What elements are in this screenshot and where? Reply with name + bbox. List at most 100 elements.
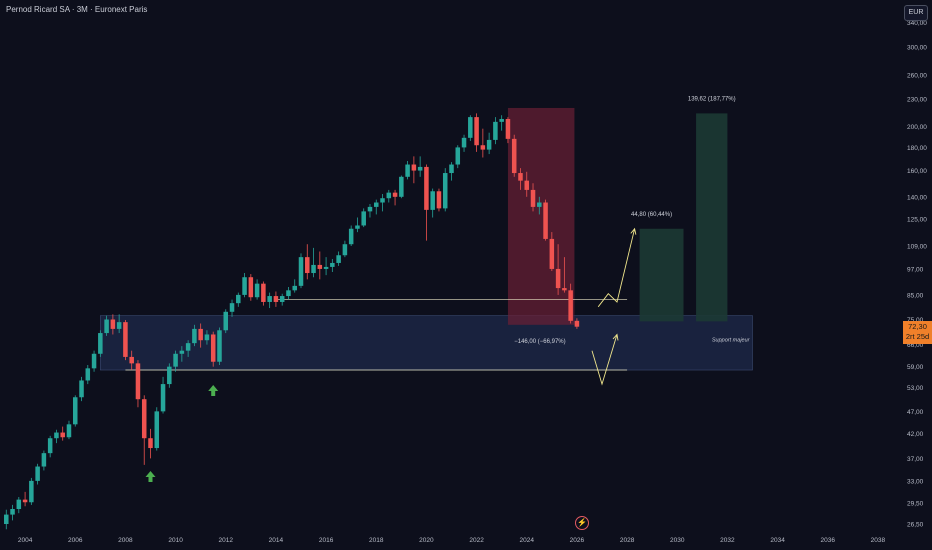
candle-body (129, 356, 134, 364)
candle-body (22, 499, 28, 503)
candle-body (574, 320, 580, 327)
price-axis (903, 0, 932, 550)
candle-body (29, 480, 34, 503)
y-tick-label: 53,00 (907, 385, 924, 392)
candle-body (411, 164, 417, 171)
candle-body (279, 296, 285, 302)
candle-body (486, 139, 492, 150)
candle-body (373, 202, 379, 207)
candle-body (530, 189, 536, 207)
y-tick-label: 33,00 (907, 478, 924, 485)
x-tick-label: 2004 (18, 537, 33, 544)
candle-body (537, 202, 542, 207)
candle-body (141, 399, 147, 439)
candle-body (449, 164, 454, 174)
candle-body (160, 384, 166, 412)
candle-body (474, 117, 479, 146)
x-tick-label: 2018 (369, 537, 384, 544)
y-tick-label: 97,00 (907, 266, 924, 273)
y-tick-label: 125,00 (907, 217, 927, 224)
candle-body (336, 255, 341, 263)
candle-body (223, 311, 229, 331)
x-tick-label: 2006 (68, 537, 83, 544)
y-tick-label: 260,00 (907, 73, 927, 80)
y-tick-label: 300,00 (907, 45, 927, 52)
lightning-icon[interactable]: ⚡ (575, 516, 589, 530)
currency-button[interactable]: EUR (904, 5, 928, 21)
candle-body (242, 277, 247, 295)
x-tick-label: 2030 (670, 537, 685, 544)
y-tick-label: 109,00 (907, 244, 927, 251)
y-tick-label: 66,00 (907, 342, 924, 349)
candle-body (4, 514, 9, 524)
y-tick-label: 160,00 (907, 168, 927, 175)
candle-body (311, 264, 316, 274)
target-box-label: 44,80 (60,44%) (631, 212, 672, 218)
x-tick-label: 2008 (118, 537, 133, 544)
candle-body (493, 121, 498, 140)
candle-body (154, 411, 160, 449)
x-tick-label: 2012 (219, 537, 234, 544)
x-tick-label: 2020 (419, 537, 434, 544)
candle-body (480, 145, 486, 150)
x-tick-label: 2034 (770, 537, 785, 544)
candle-body (10, 509, 15, 515)
candle-body (511, 138, 517, 174)
candle-body (568, 290, 573, 321)
bearish-scenario-arrow-head (612, 333, 619, 341)
candle-body (461, 137, 467, 148)
candle-body (72, 397, 78, 425)
candle-body (261, 283, 266, 302)
candle-body (54, 432, 59, 439)
bearish-scenario-arrow (591, 334, 618, 386)
candle-body (66, 424, 72, 438)
y-tick-label: 29,50 (907, 500, 924, 507)
y-tick-label: 37,00 (907, 456, 924, 463)
target-box (696, 113, 728, 322)
bar-countdown: 2rt 25d (905, 332, 930, 341)
up-arrow-marker-icon (145, 471, 156, 482)
last-price-tag: 72,30 2rt 25d (903, 321, 932, 344)
candle-body (518, 173, 523, 181)
drop-box-label: −146,00 (−66,97%) (514, 339, 565, 345)
x-tick-label: 2032 (720, 537, 735, 544)
y-tick-label: 47,00 (907, 409, 924, 416)
candle-body (167, 366, 172, 385)
target-box (639, 228, 684, 322)
x-tick-label: 2024 (520, 537, 535, 544)
x-tick-label: 2036 (821, 537, 836, 544)
last-price: 72,30 (908, 322, 927, 331)
candle-body (555, 268, 561, 289)
up-arrow-marker-icon (208, 385, 219, 396)
y-tick-label: 85,00 (907, 292, 924, 299)
support-zone-label: Support majeur (712, 338, 751, 344)
candle-body (79, 380, 84, 398)
candle-body (330, 262, 335, 267)
candle-body (505, 118, 511, 139)
candle-body (60, 432, 65, 438)
candle-body (273, 296, 279, 302)
candle-body (562, 288, 567, 291)
candle-body (286, 290, 291, 297)
candle-body (348, 228, 354, 245)
y-tick-label: 230,00 (907, 97, 927, 104)
candle-body (91, 353, 97, 369)
bullish-scenario-arrow-head (630, 227, 637, 235)
candle-body (380, 198, 385, 203)
candle-body (499, 118, 504, 122)
candle-body (292, 285, 297, 291)
candle-body (417, 166, 423, 171)
x-tick-label: 2028 (620, 537, 635, 544)
candle-body (229, 303, 235, 312)
candle-body (442, 173, 448, 209)
candle-body (342, 244, 348, 256)
candle-body (298, 257, 304, 286)
candle-body (392, 192, 398, 197)
candle-body (217, 330, 222, 362)
y-tick-label: 59,00 (907, 364, 924, 371)
x-tick-label: 2038 (871, 537, 886, 544)
y-tick-label: 140,00 (907, 194, 927, 201)
candle-body (405, 164, 410, 177)
